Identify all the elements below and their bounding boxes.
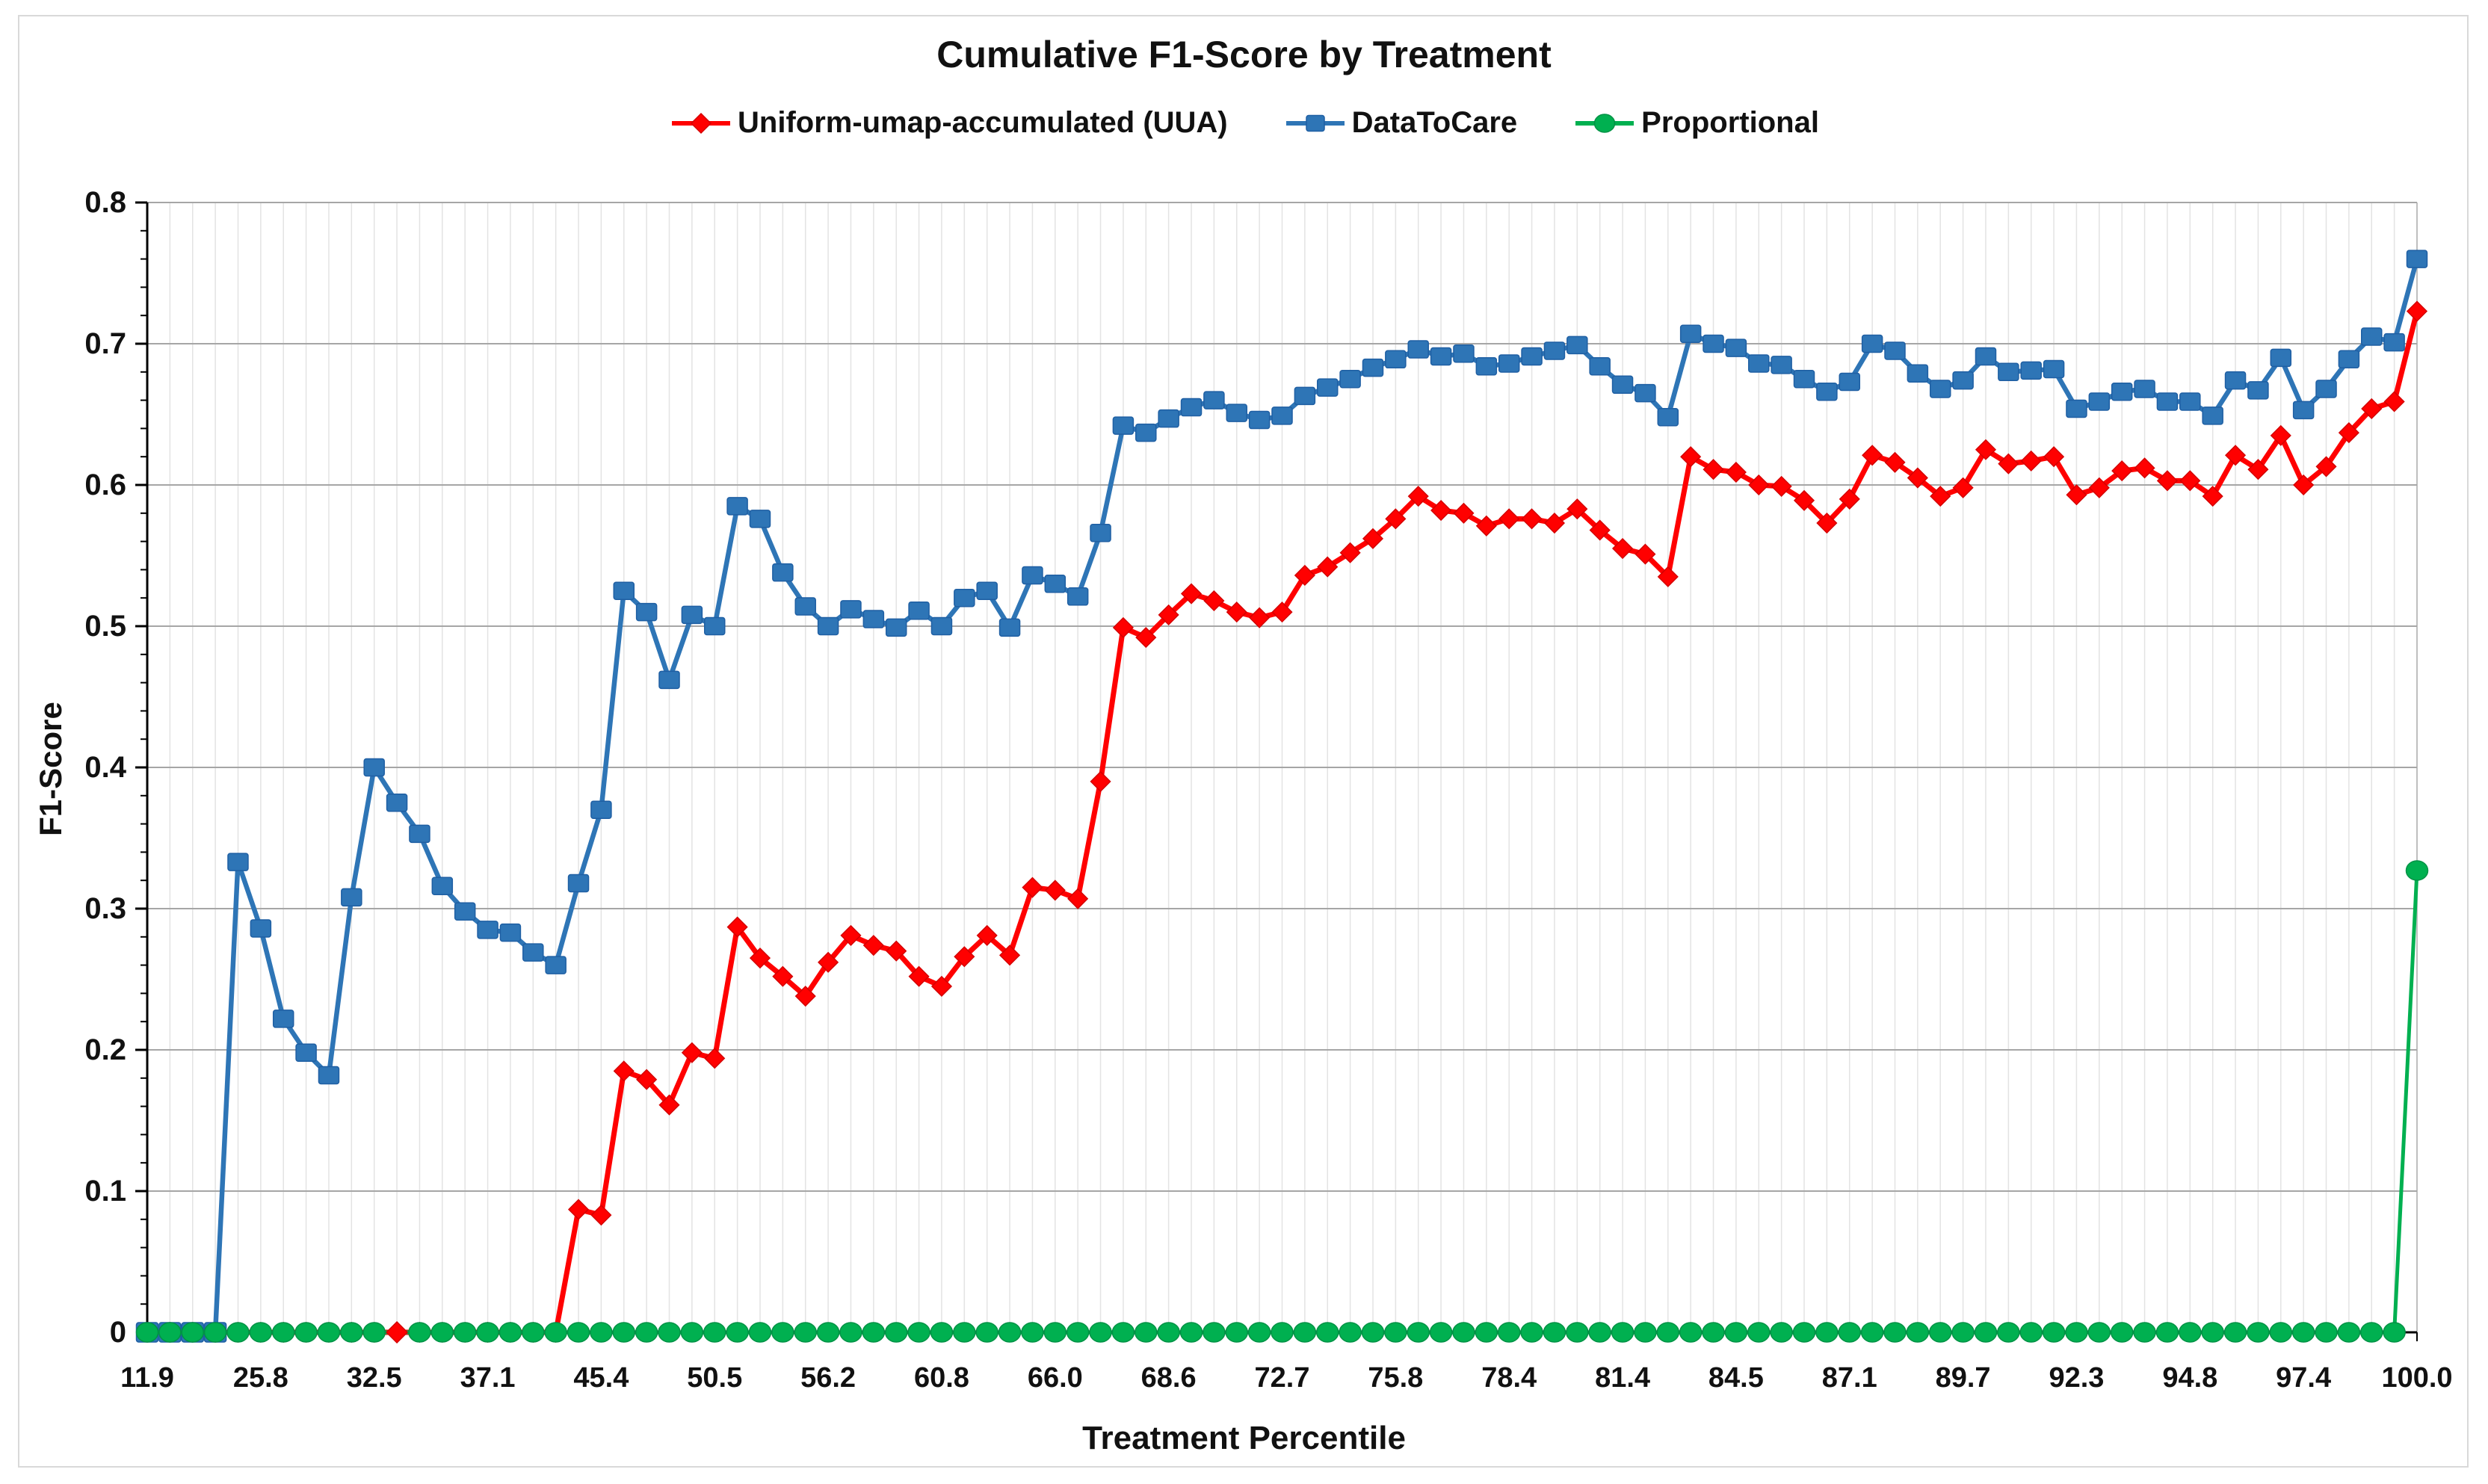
x-tick-label: 89.7 [1936,1362,1991,1394]
y-axis-ticks [135,201,147,1305]
datatocare-square-legend-icon [1283,110,1348,137]
legend-label-proportional: Proportional [1641,106,1819,139]
horizontal-gridlines [147,202,2417,1192]
legend-label-datatocare: DataToCare [1351,106,1518,139]
y-tick-label: 0.2 [84,1033,126,1066]
x-tick-label: 56.2 [800,1362,856,1394]
x-tick-label: 45.4 [573,1362,629,1394]
y-tick-label: 0.3 [84,892,126,925]
y-axis-title: F1-Score [33,702,68,836]
legend-item-datatocare: DataToCare [1283,106,1518,140]
x-tick-label: 11.9 [120,1362,174,1394]
legend-label-uua: Uniform-umap-accumulated (UUA) [738,106,1228,139]
x-tick-label: 37.1 [460,1362,516,1394]
y-tick-label: 0.5 [84,610,126,643]
x-tick-label: 94.8 [2162,1362,2217,1394]
x-tick-label: 84.5 [1708,1362,1764,1394]
chart-frame [18,15,2469,1468]
x-tick-label: 92.3 [2049,1362,2104,1394]
x-tick-label: 75.8 [1368,1362,1423,1394]
proportional-circle-legend-icon [1572,110,1637,137]
series-proportional-markers [135,860,2429,1343]
x-axis-title: Treatment Percentile [1082,1420,1406,1456]
x-tick-label: 100.0 [2381,1362,2452,1394]
y-tick-label: 0.7 [84,327,126,360]
y-tick-label: 0.8 [84,186,126,219]
x-tick-label: 50.5 [687,1362,742,1394]
x-tick-labels: 11.9 25.8 32.5 37.1 45.4 50.5 56.2 60.8 66.0 68.6… [120,1362,2452,1394]
x-tick-label: 72.7 [1255,1362,1310,1394]
y-tick-label: 0.1 [84,1175,126,1208]
x-tick-label: 97.4 [2276,1362,2331,1394]
y-tick-label: 0 [110,1316,126,1349]
y-tick-labels: 0 0.1 0.2 0.3 0.4 0.5 0.6 0.7 0.8 [84,186,126,1349]
uua-diamond-legend-icon [669,110,733,137]
x-tick-label: 81.4 [1595,1362,1650,1394]
y-tick-label: 0.4 [84,751,126,784]
chart-title: Cumulative F1-Score by Treatment [936,34,1552,75]
x-tick-label: 87.1 [1822,1362,1877,1394]
x-tick-label: 25.8 [233,1362,288,1394]
legend: Uniform-umap-accumulated (UUA) DataToCar… [0,106,2488,140]
x-tick-label: 60.8 [914,1362,969,1394]
legend-item-proportional: Proportional [1572,106,1819,140]
legend-item-uua: Uniform-umap-accumulated (UUA) [669,106,1228,140]
uua-zero-marker-visible [386,1320,409,1344]
x-tick-label: 32.5 [347,1362,402,1394]
y-tick-label: 0.6 [84,469,126,501]
x-tick-label: 78.4 [1481,1362,1537,1394]
x-tick-label: 66.0 [1028,1362,1083,1394]
x-tick-label: 68.6 [1141,1362,1197,1394]
